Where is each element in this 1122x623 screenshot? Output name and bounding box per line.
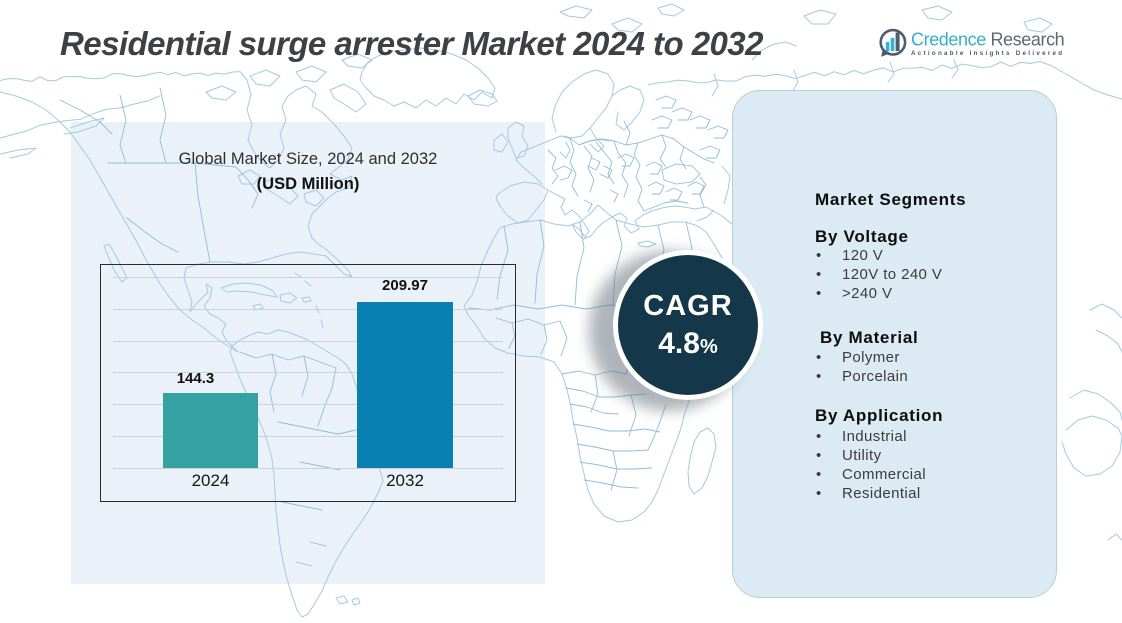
svg-text:Actionable Insights Delivered: Actionable Insights Delivered <box>911 50 1064 57</box>
svg-text:Credence Research: Credence Research <box>911 30 1064 50</box>
